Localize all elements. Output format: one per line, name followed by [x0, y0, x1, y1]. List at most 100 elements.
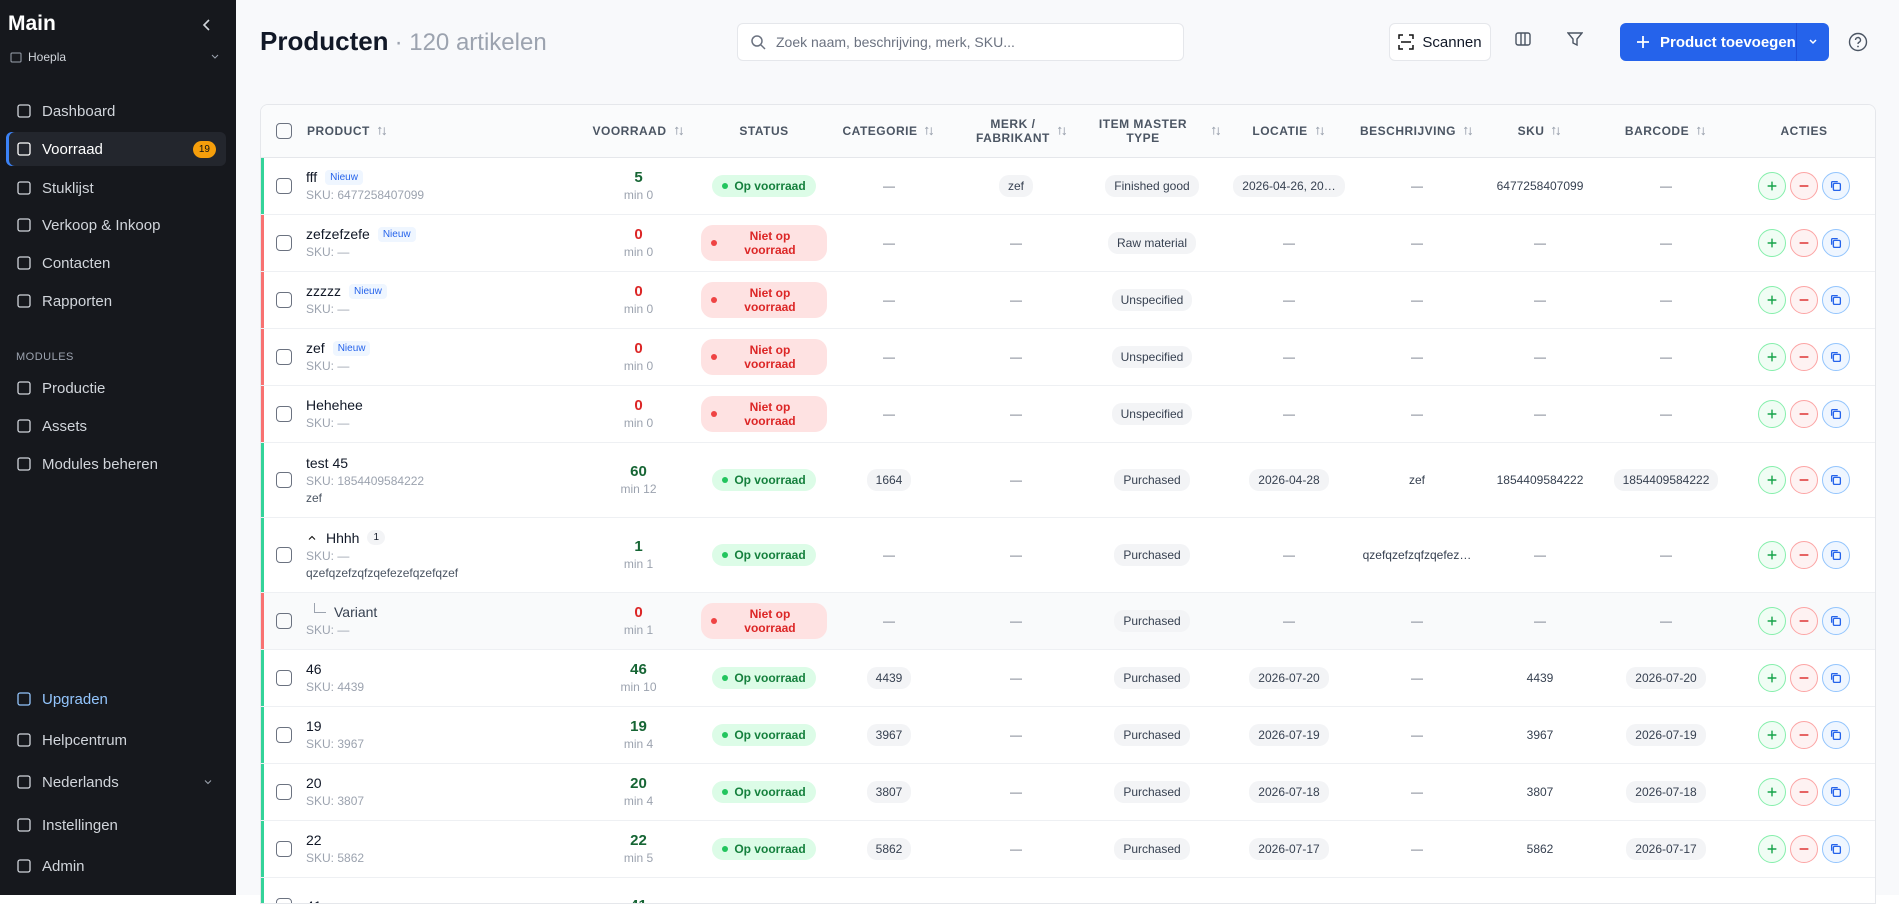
add-button[interactable]: Product toevoegen: [1620, 23, 1829, 61]
increase-button[interactable]: [1758, 343, 1786, 371]
header-cell: STATUS: [739, 124, 788, 138]
search[interactable]: Zoek naam, beschrijving, merk, SKU...: [737, 23, 1184, 61]
collapse-icon[interactable]: [200, 18, 214, 32]
nav-item[interactable]: Stuklijst: [6, 171, 226, 205]
header-cell: CATEGORIE: [843, 124, 936, 138]
increase-button[interactable]: [1758, 664, 1786, 692]
barcode-value: —: [1660, 614, 1672, 628]
column-header[interactable]: BARCODE: [1601, 105, 1731, 157]
decrease-button[interactable]: [1790, 778, 1818, 806]
decrease-button[interactable]: [1790, 721, 1818, 749]
categorie-cell: —: [827, 517, 951, 592]
duplicate-button[interactable]: [1822, 400, 1850, 428]
columns-icon[interactable]: [1515, 31, 1531, 47]
nav-item[interactable]: Helpcentrum: [6, 723, 226, 757]
column-header[interactable]: LOCATIE: [1223, 105, 1355, 157]
checkbox[interactable]: [276, 406, 292, 422]
nav-item[interactable]: Dashboard: [6, 94, 226, 128]
increase-button[interactable]: [1758, 286, 1786, 314]
column-header[interactable]: MERK / FABRIKANT: [951, 105, 1081, 157]
checkbox[interactable]: [276, 349, 292, 365]
checkbox[interactable]: [276, 670, 292, 686]
duplicate-button[interactable]: [1822, 607, 1850, 635]
increase-button[interactable]: [1758, 835, 1786, 863]
select-cell: [261, 820, 306, 877]
column-header[interactable]: VOORRAAD: [576, 105, 701, 157]
column-header[interactable]: ITEM MASTER TYPE: [1081, 105, 1223, 157]
duplicate-button[interactable]: [1822, 229, 1850, 257]
duplicate-button[interactable]: [1822, 541, 1850, 569]
checkbox[interactable]: [276, 547, 292, 563]
sku-value: —: [1534, 293, 1546, 307]
checkbox[interactable]: [276, 472, 292, 488]
actions-cell: [1731, 517, 1876, 592]
decrease-button[interactable]: [1790, 400, 1818, 428]
decrease-button[interactable]: [1790, 541, 1818, 569]
duplicate-button[interactable]: [1822, 466, 1850, 494]
merk-cell: —: [951, 820, 1081, 877]
nav-item[interactable]: Admin: [6, 849, 226, 883]
increase-button[interactable]: [1758, 778, 1786, 806]
increase-button[interactable]: [1758, 229, 1786, 257]
checkbox[interactable]: [276, 898, 292, 904]
locatie-cell: —: [1223, 385, 1355, 442]
scan-button[interactable]: Scannen: [1389, 23, 1491, 61]
increase-button[interactable]: [1758, 721, 1786, 749]
checkbox[interactable]: [276, 235, 292, 251]
duplicate-button[interactable]: [1822, 835, 1850, 863]
checkbox[interactable]: [276, 784, 292, 800]
column-header[interactable]: SKU: [1479, 105, 1601, 157]
duplicate-button[interactable]: [1822, 664, 1850, 692]
header-cell: BARCODE: [1625, 124, 1707, 138]
tree-connector: [314, 603, 326, 613]
filter-icon[interactable]: [1567, 31, 1583, 47]
checkbox[interactable]: [276, 178, 292, 194]
nav-item[interactable]: Contacten: [6, 246, 226, 280]
duplicate-button[interactable]: [1822, 286, 1850, 314]
duplicate-button[interactable]: [1822, 343, 1850, 371]
status-cell: Niet op voorraad: [701, 271, 827, 328]
nav-item[interactable]: Upgraden: [6, 682, 226, 716]
decrease-button[interactable]: [1790, 286, 1818, 314]
select-all[interactable]: [261, 105, 306, 157]
help-icon[interactable]: [1848, 32, 1868, 52]
duplicate-button[interactable]: [1822, 778, 1850, 806]
duplicate-button[interactable]: [1822, 172, 1850, 200]
increase-button[interactable]: [1758, 607, 1786, 635]
increase-button[interactable]: [1758, 172, 1786, 200]
increase-button[interactable]: [1758, 541, 1786, 569]
duplicate-button[interactable]: [1822, 721, 1850, 749]
checkbox[interactable]: [276, 841, 292, 857]
checkbox[interactable]: [276, 613, 292, 629]
nav-item[interactable]: Rapporten: [6, 284, 226, 318]
categorie-cell: —: [827, 157, 951, 214]
locatie-value: —: [1283, 236, 1295, 250]
increase-button[interactable]: [1758, 466, 1786, 494]
checkbox[interactable]: [276, 292, 292, 308]
nav-item[interactable]: Nederlands: [6, 765, 226, 799]
nav-item[interactable]: Modules beheren: [6, 447, 226, 481]
decrease-button[interactable]: [1790, 466, 1818, 494]
column-header[interactable]: BESCHRIJVING: [1355, 105, 1479, 157]
column-header[interactable]: STATUS: [701, 105, 827, 157]
add-dropdown[interactable]: [1796, 23, 1829, 61]
decrease-button[interactable]: [1790, 343, 1818, 371]
increase-button[interactable]: [1758, 400, 1786, 428]
nav-item[interactable]: Instellingen: [6, 808, 226, 842]
checkbox[interactable]: [276, 727, 292, 743]
decrease-button[interactable]: [1790, 172, 1818, 200]
nav-item[interactable]: Assets: [6, 409, 226, 443]
decrease-button[interactable]: [1790, 229, 1818, 257]
nav-item[interactable]: Productie: [6, 371, 226, 405]
checkbox[interactable]: [276, 123, 292, 139]
workspace[interactable]: Hoepla: [10, 50, 220, 64]
stock-value: 46: [576, 661, 701, 678]
column-header[interactable]: CATEGORIE: [827, 105, 951, 157]
nav-item[interactable]: Verkoop & Inkoop: [6, 208, 226, 242]
decrease-button-icon: [1797, 728, 1811, 742]
decrease-button[interactable]: [1790, 835, 1818, 863]
decrease-button[interactable]: [1790, 664, 1818, 692]
decrease-button[interactable]: [1790, 607, 1818, 635]
